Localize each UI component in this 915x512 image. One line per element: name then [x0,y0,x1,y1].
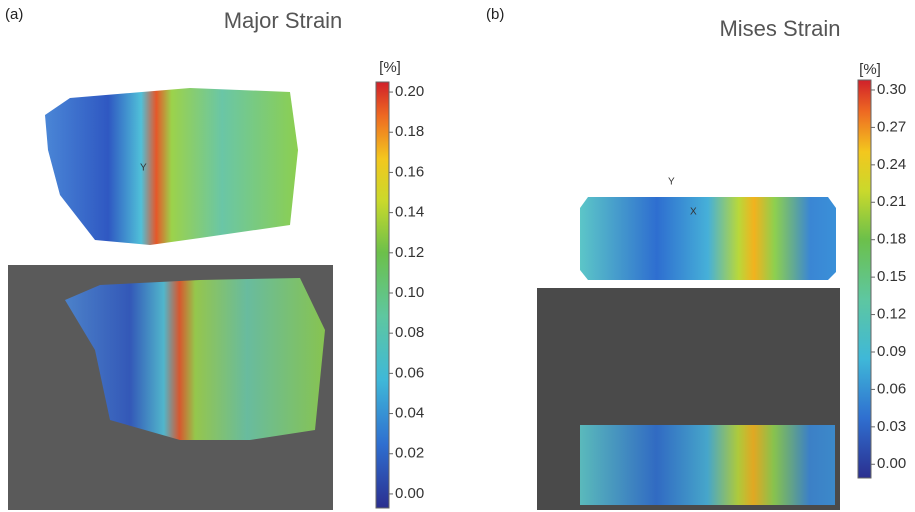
axis-label: X [690,207,697,218]
panel-title: Mises Strain [719,16,840,41]
tick-label: 0.03 [877,418,906,435]
tick-label: 0.18 [877,231,906,248]
strain-overlay [65,278,325,440]
tick-label: 0.14 [395,204,424,221]
tick-label: 0.06 [877,380,906,397]
tick-label: 0.04 [395,405,424,422]
tick-label: 0.18 [395,123,424,140]
axis-label: Y [668,177,675,188]
colorbar [375,81,390,509]
tick-label: 0.02 [395,445,424,462]
tick-label: 0.08 [395,324,424,341]
tick-label: 0.27 [877,118,906,135]
tick-label: 0.30 [877,81,906,98]
tick-label: 0.00 [395,485,424,502]
strain-overlay [580,425,835,505]
panel-label: (a) [5,6,23,23]
tick-label: 0.12 [395,244,424,261]
tick-label: 0.12 [877,306,906,323]
tick-label: 0.06 [395,364,424,381]
panel-title: Major Strain [224,8,343,33]
tick-label: 0.20 [395,83,424,100]
strain-map [45,88,298,245]
tick-label: 0.24 [877,156,906,173]
strain-map [580,197,836,280]
tick-label: 0.16 [395,163,424,180]
axis-label: Y [140,163,147,174]
colorbar-unit: [%] [859,61,881,78]
tick-label: 0.15 [877,268,906,285]
panel-label: (b) [486,6,504,23]
tick-label: 0.09 [877,343,906,360]
colorbar [857,79,872,479]
tick-label: 0.00 [877,455,906,472]
colorbar-unit: [%] [379,59,401,76]
tick-label: 0.21 [877,193,906,210]
tick-label: 0.10 [395,284,424,301]
